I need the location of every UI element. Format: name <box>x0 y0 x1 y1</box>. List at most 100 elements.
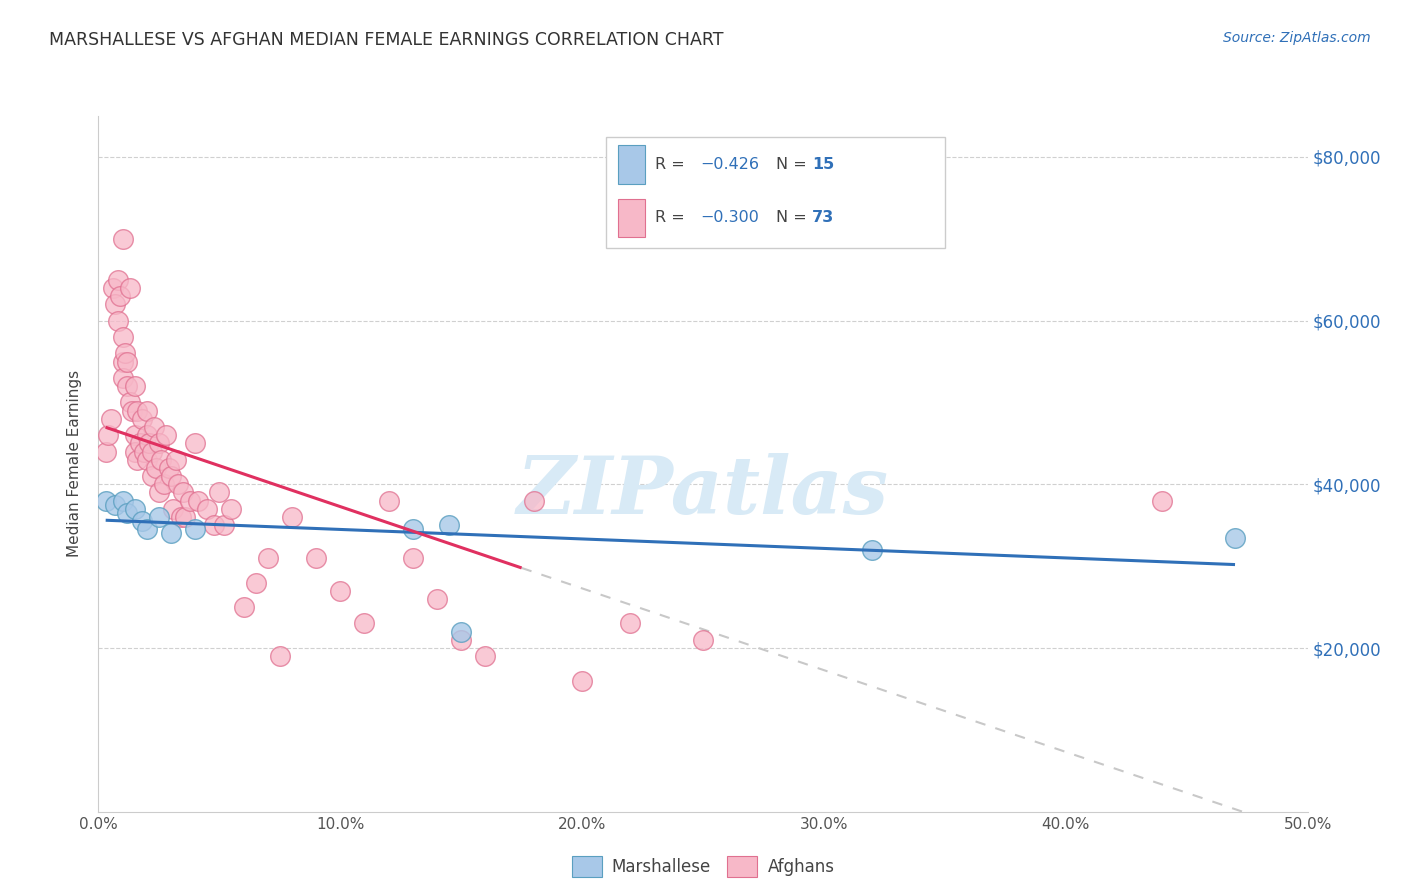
Point <box>157 461 180 475</box>
Point <box>281 510 304 524</box>
Point <box>195 501 218 516</box>
Point <box>124 444 146 458</box>
Point <box>165 452 187 467</box>
Point <box>212 518 235 533</box>
Point <box>104 297 127 311</box>
Point <box>118 281 141 295</box>
Point <box>111 371 134 385</box>
Point <box>1152 493 1174 508</box>
Point <box>172 485 194 500</box>
Point <box>111 330 134 344</box>
Text: −0.426: −0.426 <box>700 157 759 172</box>
Point <box>167 477 190 491</box>
Point <box>124 379 146 393</box>
Point <box>127 403 149 417</box>
Point <box>162 501 184 516</box>
Point <box>141 444 163 458</box>
Text: 15: 15 <box>811 157 834 172</box>
Point <box>1223 531 1246 545</box>
Point <box>245 575 267 590</box>
Point <box>184 436 207 450</box>
Point <box>148 510 170 524</box>
Point <box>135 403 157 417</box>
Point <box>107 273 129 287</box>
Point <box>184 522 207 536</box>
Text: 73: 73 <box>811 211 834 226</box>
Point <box>450 632 472 647</box>
Text: MARSHALLESE VS AFGHAN MEDIAN FEMALE EARNINGS CORRELATION CHART: MARSHALLESE VS AFGHAN MEDIAN FEMALE EARN… <box>49 31 724 49</box>
Legend: Marshallese, Afghans: Marshallese, Afghans <box>565 850 841 883</box>
Point <box>145 461 167 475</box>
Point <box>148 436 170 450</box>
Text: ZIPatlas: ZIPatlas <box>517 453 889 531</box>
Text: Source: ZipAtlas.com: Source: ZipAtlas.com <box>1223 31 1371 45</box>
Text: −0.300: −0.300 <box>700 211 759 226</box>
Point <box>437 518 460 533</box>
Point <box>204 518 226 533</box>
Point <box>118 395 141 409</box>
Point <box>111 232 134 246</box>
Point <box>232 600 254 615</box>
Point <box>179 493 201 508</box>
Point <box>114 346 136 360</box>
Point <box>124 428 146 442</box>
Point <box>150 452 173 467</box>
Point <box>111 493 134 508</box>
Text: N =: N = <box>776 157 811 172</box>
Point <box>402 522 425 536</box>
Point <box>108 289 131 303</box>
Point <box>329 583 352 598</box>
Point <box>124 501 146 516</box>
Point <box>101 281 124 295</box>
Point <box>100 412 122 426</box>
Point <box>131 412 153 426</box>
Point <box>94 493 117 508</box>
Point <box>426 591 449 606</box>
Point <box>402 551 425 566</box>
Text: N =: N = <box>776 211 811 226</box>
Point <box>160 469 183 483</box>
Point <box>138 436 160 450</box>
Point <box>117 506 139 520</box>
Point <box>187 493 209 508</box>
Point <box>169 510 191 524</box>
Point <box>221 501 243 516</box>
Point <box>135 522 157 536</box>
Point <box>692 632 714 647</box>
Point <box>474 649 496 664</box>
Point <box>117 354 139 368</box>
Point <box>127 452 149 467</box>
Point <box>256 551 278 566</box>
Point <box>121 403 143 417</box>
Point <box>353 616 375 631</box>
Point <box>104 498 127 512</box>
Point <box>143 420 166 434</box>
Point <box>97 428 120 442</box>
Point <box>134 444 156 458</box>
Point <box>174 510 197 524</box>
Point <box>117 379 139 393</box>
Point <box>135 428 157 442</box>
Point <box>208 485 231 500</box>
Point <box>269 649 291 664</box>
Point <box>160 526 183 541</box>
Y-axis label: Median Female Earnings: Median Female Earnings <box>67 370 83 558</box>
Point <box>135 452 157 467</box>
Point <box>131 514 153 528</box>
Point <box>619 616 641 631</box>
Point <box>450 624 472 639</box>
Point <box>128 436 150 450</box>
Point <box>155 428 177 442</box>
Point <box>377 493 399 508</box>
Text: R =: R = <box>655 157 689 172</box>
Point <box>523 493 546 508</box>
Point <box>305 551 328 566</box>
Point <box>94 444 117 458</box>
Point <box>141 469 163 483</box>
Point <box>860 542 883 557</box>
Point <box>111 354 134 368</box>
Text: R =: R = <box>655 211 689 226</box>
Point <box>152 477 174 491</box>
Point <box>148 485 170 500</box>
Point <box>107 313 129 327</box>
